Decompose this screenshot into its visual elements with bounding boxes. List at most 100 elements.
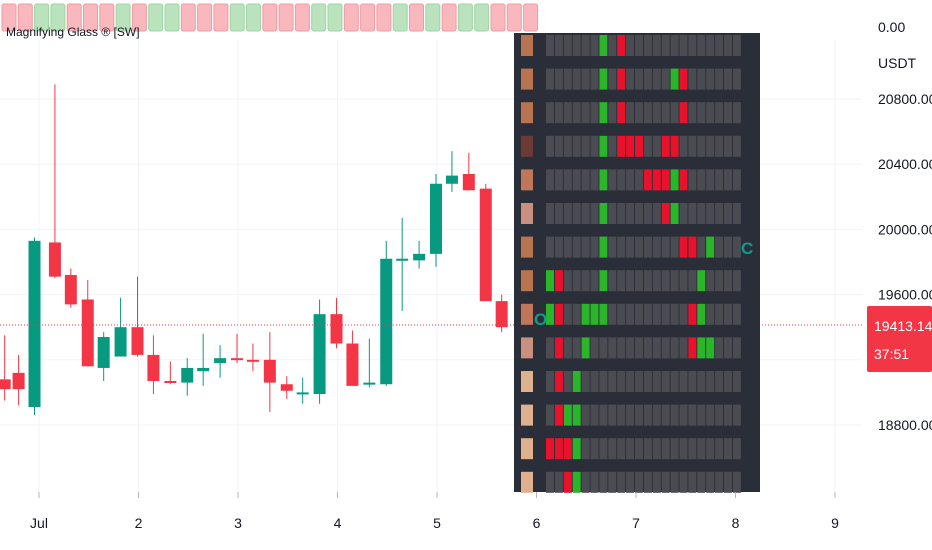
candle-body xyxy=(346,343,359,386)
heatmap-cell xyxy=(697,438,706,460)
strip-cell xyxy=(360,3,376,32)
heatmap-cell xyxy=(617,135,626,157)
candle-body xyxy=(197,367,210,372)
heatmap-cell xyxy=(724,471,732,493)
time-axis[interactable]: Jul 2 3 4 5 6 7 8 9 xyxy=(30,492,839,531)
heatmap-cell xyxy=(608,404,617,426)
price-tick-label: 20800.00 xyxy=(878,91,932,107)
heatmap-cell xyxy=(643,68,652,90)
heatmap-cell xyxy=(697,102,706,124)
heatmap-cell xyxy=(697,35,706,56)
heatmap-cell xyxy=(732,404,741,426)
heatmap-cell xyxy=(724,270,732,292)
heatmap-cell xyxy=(635,371,643,392)
heatmap-cell xyxy=(572,371,581,392)
heatmap-cell xyxy=(661,404,670,426)
heatmap-cell xyxy=(581,35,590,56)
heatmap-cell xyxy=(599,135,608,157)
heatmap-row-swatch xyxy=(521,270,533,292)
strip-cell xyxy=(229,3,245,32)
heatmap-cell xyxy=(652,68,661,90)
heatmap-cell xyxy=(715,303,724,325)
heatmap-cell xyxy=(661,236,670,258)
heatmap-cell xyxy=(581,371,590,392)
candle-body xyxy=(462,173,475,191)
heatmap-cell xyxy=(706,135,715,157)
heatmap-cell xyxy=(688,236,697,258)
heatmap-cell xyxy=(670,236,679,258)
heatmap-row-swatch xyxy=(521,371,533,392)
candle-body xyxy=(48,242,61,277)
heatmap-cell xyxy=(572,303,581,325)
heatmap-cell xyxy=(661,35,670,56)
time-tick-label: 3 xyxy=(234,515,242,531)
heatmap-panel xyxy=(514,33,760,493)
heatmap-cell xyxy=(599,371,608,392)
heatmap-cell xyxy=(679,35,688,56)
heatmap-cell xyxy=(643,371,652,392)
heatmap-cell xyxy=(563,169,572,191)
heatmap-cell xyxy=(572,337,581,359)
candle-body xyxy=(413,253,426,261)
heatmap-cell xyxy=(732,135,741,157)
heatmap-cell xyxy=(670,337,679,359)
heatmap-cell xyxy=(572,471,581,493)
heatmap-row-swatch xyxy=(521,303,533,325)
heatmap-cell xyxy=(643,35,652,56)
heatmap-row-swatch xyxy=(521,404,533,426)
heatmap-cell xyxy=(688,169,697,191)
heatmap-cell xyxy=(652,35,661,56)
strip-cell xyxy=(1,3,17,32)
heatmap-cell xyxy=(635,303,643,325)
heatmap-cell xyxy=(679,236,688,258)
heatmap-cell xyxy=(715,438,724,460)
heatmap-cell xyxy=(715,102,724,124)
heatmap-cell xyxy=(608,270,617,292)
heatmap-cell xyxy=(670,135,679,157)
heatmap-cell xyxy=(679,270,688,292)
heatmap-cell xyxy=(706,68,715,90)
strip-cell xyxy=(327,3,343,32)
heatmap-cell xyxy=(652,371,661,392)
heatmap-cell xyxy=(688,68,697,90)
heatmap-cell xyxy=(670,303,679,325)
heatmap-cell xyxy=(635,471,643,493)
heatmap-cell xyxy=(546,371,554,392)
heatmap-cell xyxy=(572,438,581,460)
heatmap-row-swatch xyxy=(521,135,533,157)
heatmap-row-swatch xyxy=(521,169,533,191)
heatmap-cell xyxy=(697,371,706,392)
heatmap-cell xyxy=(554,303,563,325)
heatmap-cell xyxy=(697,337,706,359)
heatmap-cell xyxy=(590,203,599,224)
candle-body xyxy=(430,183,443,254)
time-tick-label: 7 xyxy=(632,515,640,531)
heatmap-cell xyxy=(670,270,679,292)
strip-cell xyxy=(343,3,359,32)
strip-cell xyxy=(409,3,424,32)
strip-cell xyxy=(99,3,115,32)
heatmap-cell xyxy=(599,438,608,460)
heatmap-cell xyxy=(652,471,661,493)
heatmap-cell xyxy=(546,337,554,359)
time-tick-label: 5 xyxy=(433,515,441,531)
heatmap-cell xyxy=(715,135,724,157)
candle-body xyxy=(0,379,11,390)
heatmap-cell xyxy=(546,404,554,426)
strip-cell xyxy=(50,3,66,32)
strip-cell xyxy=(131,3,147,32)
heatmap-cell xyxy=(581,102,590,124)
heatmap-cell xyxy=(599,35,608,56)
heatmap-cell xyxy=(590,68,599,90)
heatmap-cell xyxy=(679,371,688,392)
heatmap-cell xyxy=(608,102,617,124)
heatmap-cell xyxy=(661,371,670,392)
heatmap-cell xyxy=(563,371,572,392)
heatmap-cell xyxy=(732,270,741,292)
price-axis[interactable]: 20800.00 20400.00 20000.00 19600.00 18800.00 xyxy=(878,91,932,433)
heatmap-cell xyxy=(563,404,572,426)
heatmap-row-swatch xyxy=(521,102,533,124)
heatmap-cell xyxy=(679,169,688,191)
heatmap-cell xyxy=(697,68,706,90)
